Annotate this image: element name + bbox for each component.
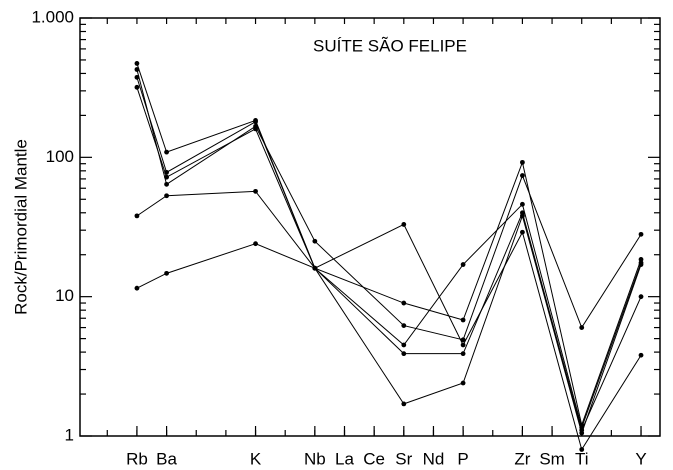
data-point [134,84,140,90]
data-point [253,188,258,194]
y-tick-label: 10 [55,286,74,305]
data-point [401,300,407,306]
x-tick-label: Nd [423,449,445,468]
data-point [312,238,318,244]
x-tick-label: K [250,449,262,468]
data-point [520,213,525,219]
data-point [401,342,407,348]
x-tick-label: Sr [395,449,412,468]
x-tick-label: La [335,449,354,468]
data-point [312,265,318,271]
y-tick-label: 1 [65,425,74,444]
data-point [164,270,169,276]
data-point [638,257,644,262]
data-point [638,352,644,358]
data-point [134,285,140,291]
data-point [460,337,466,343]
y-tick-label: 100 [46,147,74,166]
x-tick-label: Sm [539,449,565,468]
data-point [460,317,466,323]
data-point [401,323,407,328]
x-tick-label: Ce [363,449,385,468]
data-point [164,181,169,187]
y-tick-label: 1.000 [31,7,74,26]
data-point [164,174,169,180]
y-axis-label: Rock/Primordial Mantle [11,139,30,315]
data-point [460,351,466,357]
data-point [401,401,407,407]
data-point [638,231,644,237]
data-point [134,74,140,80]
data-point [134,61,140,66]
data-point [638,294,644,300]
data-point [579,325,585,330]
data-point [520,173,525,178]
series-line [136,223,642,451]
data-point [638,262,644,267]
x-tick-label: Nb [304,449,326,468]
data-point [460,262,466,267]
x-tick-label: Y [635,449,646,468]
data-point [164,149,169,155]
x-tick-label: Ba [156,449,177,468]
data-point [520,201,525,207]
x-tick-label: P [457,449,468,468]
data-point [520,229,525,235]
data-point [253,126,258,132]
data-point [253,119,258,125]
data-point [401,351,407,357]
series-line [136,87,642,432]
data-point [134,213,140,219]
plot-frame [79,17,661,437]
data-point [253,241,258,247]
x-tick-label: Rb [126,449,148,468]
data-point [460,380,466,386]
x-tick-label: Zr [514,449,530,468]
data-point [579,447,585,452]
data-point [401,222,407,227]
data-point [520,159,525,165]
data-point [134,67,140,72]
annotation: SUÍTE SÃO FELIPE [313,36,467,55]
data-point [579,430,585,436]
data-point [164,193,169,199]
series-line [136,69,642,341]
data-point [460,342,466,348]
x-tick-label: Ti [575,449,589,468]
